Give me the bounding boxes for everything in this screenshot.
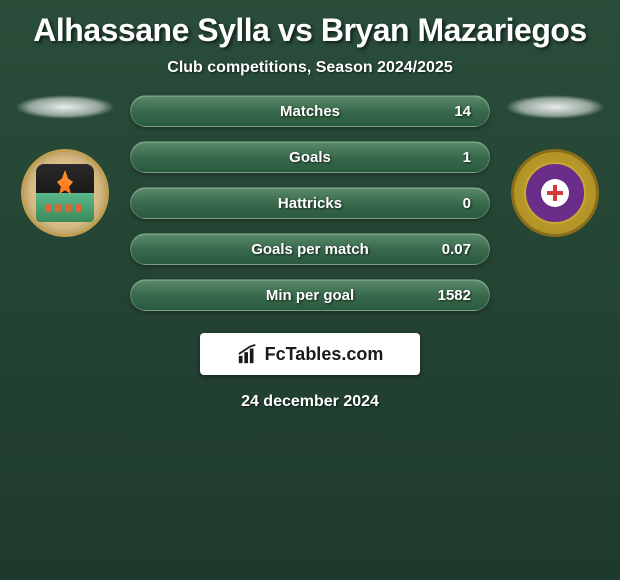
club-crest-right-icon: [524, 162, 586, 224]
stat-row-goals: Goals 1: [130, 141, 490, 173]
stat-label: Hattricks: [278, 195, 342, 212]
crest-center-icon: [541, 179, 569, 207]
player-shadow-left: [15, 95, 115, 119]
stat-row-matches: Matches 14: [130, 95, 490, 127]
stat-value-right: 1582: [438, 287, 471, 304]
main-content: Matches 14 Goals 1 Hattricks 0 Goals per…: [0, 95, 620, 311]
stat-value-right: 1: [463, 149, 471, 166]
date-label: 24 december 2024: [0, 393, 620, 411]
club-crest-left-icon: [36, 164, 94, 222]
flame-icon: [55, 170, 75, 194]
stat-row-hattricks: Hattricks 0: [130, 187, 490, 219]
stat-row-min-per-goal: Min per goal 1582: [130, 279, 490, 311]
brand-label: FcTables.com: [265, 344, 384, 365]
stat-label: Min per goal: [266, 287, 354, 304]
waves-icon: [45, 204, 85, 212]
cross-icon: [547, 185, 563, 201]
stat-value-right: 0: [463, 195, 471, 212]
right-player-col: [500, 95, 610, 237]
page-title: Alhassane Sylla vs Bryan Mazariegos: [0, 0, 620, 49]
left-player-col: [10, 95, 120, 237]
stat-row-goals-per-match: Goals per match 0.07: [130, 233, 490, 265]
club-badge-left: [21, 149, 109, 237]
club-badge-right: [511, 149, 599, 237]
bar-chart-icon: [237, 343, 259, 365]
player-shadow-right: [505, 95, 605, 119]
stat-label: Matches: [280, 103, 340, 120]
brand-watermark[interactable]: FcTables.com: [200, 333, 420, 375]
stat-value-right: 14: [454, 103, 471, 120]
stat-label: Goals per match: [251, 241, 369, 258]
stat-value-right: 0.07: [442, 241, 471, 258]
subtitle: Club competitions, Season 2024/2025: [0, 59, 620, 77]
stats-column: Matches 14 Goals 1 Hattricks 0 Goals per…: [130, 95, 490, 311]
stat-label: Goals: [289, 149, 331, 166]
